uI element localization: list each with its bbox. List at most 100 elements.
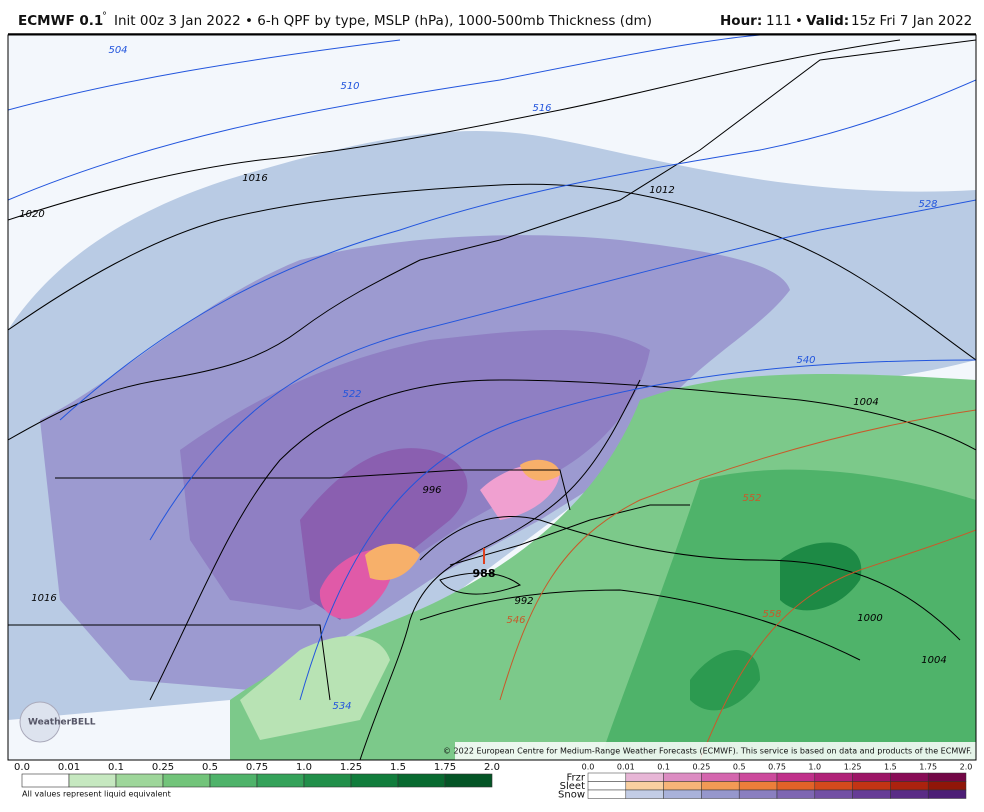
- mixed-swatch: [625, 772, 664, 782]
- rain-swatch: [303, 773, 352, 788]
- mixed-swatch: [814, 772, 853, 782]
- thickness-lines: [8, 35, 976, 701]
- model-name: ECMWF 0.1: [18, 13, 103, 29]
- rain-swatch: [209, 773, 258, 788]
- mixed-swatch: [587, 772, 627, 782]
- contour-label: 1016: [242, 173, 267, 184]
- mixed-swatch: [587, 789, 627, 799]
- hour-label: Hour:: [720, 13, 762, 29]
- legend-note: All values represent liquid equivalent: [22, 790, 171, 799]
- mixed-swatch: [890, 789, 929, 799]
- legend: All values represent liquid equivalent 0…: [14, 762, 972, 801]
- mixed-swatch: [814, 789, 853, 799]
- contour-label: 522: [342, 389, 361, 400]
- mixed-tick-label: 0.5: [733, 763, 746, 772]
- run-description: Init 00z 3 Jan 2022 • 6-h QPF by type, M…: [114, 13, 652, 29]
- rain-tick-label: 1.5: [390, 762, 406, 773]
- mixed-tick-label: 0.1: [657, 763, 670, 772]
- rain-swatch: [256, 773, 305, 788]
- mixed-swatch: [814, 781, 853, 791]
- light-rain-area: [240, 636, 390, 740]
- rain-tick-label: 1.25: [340, 762, 362, 773]
- mixed-row-label: Snow: [558, 790, 585, 801]
- mixed-swatch: [890, 772, 929, 782]
- logo-mark: [19, 701, 61, 743]
- mixed-tick-label: 1.5: [884, 763, 897, 772]
- contour-label: 528: [918, 199, 937, 210]
- contour-label: 516: [532, 103, 551, 114]
- mixed-swatch: [701, 772, 740, 782]
- logo: WeatherBELL: [28, 718, 96, 728]
- mixed-swatch: [625, 781, 664, 791]
- bullet: •: [795, 13, 803, 29]
- mixed-tick-label: 0.0: [582, 763, 595, 772]
- mixed-swatch: [852, 772, 891, 782]
- mixed-tick-label: 0.25: [692, 763, 710, 772]
- mixed-swatch: [852, 789, 891, 799]
- contour-label: 552: [742, 493, 761, 504]
- mixed-swatch: [625, 789, 664, 799]
- rain-swatch: [350, 773, 399, 788]
- rain-swatch: [115, 773, 164, 788]
- contour-label: 1016: [31, 593, 56, 604]
- copyright-backdrop: [455, 742, 976, 760]
- mixed-swatch: [776, 772, 816, 782]
- rain-tick-label: 0.1: [108, 762, 124, 773]
- rain-tick-label: 0.75: [246, 762, 268, 773]
- rain-tick-label: 0.5: [202, 762, 218, 773]
- state-border: [8, 624, 331, 701]
- mixed-swatch: [663, 781, 702, 791]
- mixed-tick-label: 0.75: [768, 763, 786, 772]
- mixed-swatch: [927, 772, 967, 782]
- mixed-swatch: [852, 781, 891, 791]
- rain-swatch: [21, 773, 70, 788]
- contour-label: 996: [422, 485, 441, 496]
- contour-label: 1012: [649, 185, 674, 196]
- mixed-swatch: [738, 789, 778, 799]
- contour-label: 992: [514, 596, 533, 607]
- contour-label: 988: [473, 567, 496, 580]
- mixed-swatch: [776, 789, 816, 799]
- contour-label: 1000: [857, 613, 882, 624]
- degree-sign: °: [102, 11, 107, 22]
- contour-label: 558: [762, 609, 781, 620]
- mixed-swatch: [776, 781, 816, 791]
- warm-thickness-lines: [499, 409, 976, 760]
- mixed-tick-label: 0.01: [617, 763, 635, 772]
- mixed-tick-label: 2.0: [960, 763, 973, 772]
- mixed-swatch: [738, 781, 778, 791]
- copyright: © 2022 European Centre for Medium-Range …: [443, 747, 972, 756]
- contour-label: 540: [796, 355, 815, 366]
- isobars: [8, 39, 976, 701]
- rain-swatch: [68, 773, 117, 788]
- rain-tick-label: 1.75: [434, 762, 456, 773]
- mixed-swatch: [927, 781, 967, 791]
- mixed-tick-label: 1.75: [919, 763, 937, 772]
- mixed-swatch: [701, 781, 740, 791]
- mixed-row-label: Sleet: [560, 781, 585, 792]
- valid-label: Valid:: [806, 13, 849, 29]
- contour-label: 504: [108, 45, 127, 56]
- contour-label: 1004: [921, 655, 946, 666]
- mixed-swatch: [663, 789, 702, 799]
- rain-tick-label: 0.25: [152, 762, 174, 773]
- mixed-tick-label: 1.0: [808, 763, 821, 772]
- rain-swatch: [397, 773, 446, 788]
- mixed-tick-label: 1.25: [844, 763, 862, 772]
- valid-value: 15z Fri 7 Jan 2022: [851, 13, 972, 29]
- heavy-rain-core: [780, 542, 862, 611]
- long-island: [449, 504, 690, 566]
- hour-value: 111: [766, 13, 792, 29]
- map-panel: © 2022 European Centre for Medium-Range …: [8, 35, 976, 760]
- contour-label: 534: [332, 701, 351, 712]
- contour-label: 1004: [853, 397, 878, 408]
- border: [8, 39, 976, 441]
- sleet-orange: [365, 543, 420, 581]
- rain-swatch: [162, 773, 211, 788]
- mixed-swatch: [663, 772, 702, 782]
- rain-tick-label: 1.0: [296, 762, 312, 773]
- mixed-swatch: [701, 789, 740, 799]
- contour-label: 546: [506, 615, 525, 626]
- state-border: [55, 469, 571, 511]
